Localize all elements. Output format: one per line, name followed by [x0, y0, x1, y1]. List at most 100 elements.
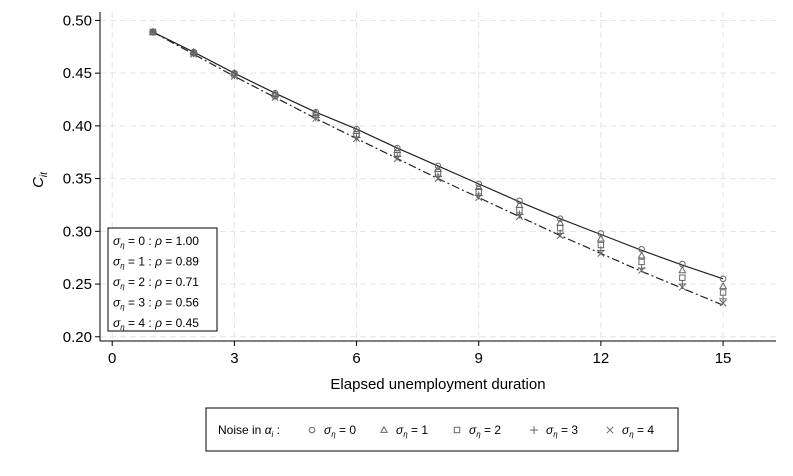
legend-entry-label: ση = 3	[546, 423, 578, 439]
y-axis-label: Cit	[30, 171, 50, 188]
sigma-value: = 0 :	[125, 234, 155, 248]
point-triangle	[719, 281, 728, 290]
rho-value: = 0.56	[162, 296, 199, 310]
rho-symbol: ρ	[154, 275, 162, 289]
legend-entry-value: = 0	[336, 423, 357, 437]
sigma-symbol: σ	[113, 316, 121, 330]
y-tick-label: 0.40	[63, 118, 92, 135]
x-tick-label: 6	[352, 350, 360, 367]
annotation-row: ση = 3 : ρ = 0.56	[113, 296, 199, 312]
eta-subscript: η	[476, 430, 481, 439]
eta-subscript: η	[120, 241, 125, 250]
point-circle	[556, 215, 564, 222]
point-cross	[719, 299, 727, 307]
point-circle	[434, 162, 442, 170]
sigma-value: = 2 :	[125, 275, 155, 289]
x-tick-label: 0	[108, 350, 116, 367]
sigma-value: = 1 :	[125, 255, 155, 269]
point-cross	[149, 28, 157, 36]
eta-subscript: η	[120, 282, 125, 291]
point-cross	[271, 93, 279, 101]
legend-frame	[205, 407, 679, 452]
rho-symbol: ρ	[154, 234, 162, 248]
rho-value: = 0.71	[162, 275, 199, 289]
sigma-symbol: σ	[113, 255, 121, 269]
point-cross	[230, 72, 238, 80]
point-triangle	[637, 251, 646, 259]
x-tick-label: 12	[593, 350, 610, 367]
x-tick-label: 15	[715, 350, 732, 367]
sigma-symbol: σ	[546, 423, 554, 437]
sigma-value: = 3 :	[125, 296, 155, 310]
rho-value: = 0.45	[162, 316, 199, 330]
legend-title: Noise in αi :	[218, 423, 280, 439]
point-cross	[475, 194, 483, 202]
annotation-row: ση = 2 : ρ = 0.71	[113, 275, 199, 291]
point-cross	[556, 231, 564, 240]
point-cross	[638, 266, 646, 274]
legend-entry-value: = 3	[558, 423, 579, 437]
rho-symbol: ρ	[154, 296, 162, 310]
point-plus	[230, 71, 239, 80]
annotation-row: ση = 1 : ρ = 0.89	[113, 255, 199, 271]
sigma-value: = 4 :	[125, 316, 155, 330]
point-cross	[434, 175, 442, 183]
y-tick-label: 0.30	[63, 223, 92, 240]
y-axis-label-sub: it	[39, 171, 50, 177]
point-plus	[352, 133, 361, 142]
annotation-frame	[107, 227, 218, 332]
y-tick-label: 0.45	[63, 65, 92, 82]
point-plus	[719, 294, 728, 303]
rho-symbol: ρ	[154, 316, 162, 330]
point-cross	[353, 134, 361, 143]
rho-value: = 1.00	[162, 234, 199, 248]
legend-marker-square	[453, 426, 461, 434]
legend-entry-label: ση = 0	[324, 423, 356, 439]
x-axis-label: Elapsed unemployment duration	[330, 376, 545, 393]
point-cross	[190, 50, 198, 58]
series-markers	[148, 27, 728, 307]
point-triangle	[433, 164, 443, 173]
legend-title-prefix: Noise in	[218, 423, 265, 437]
legend-title-var: α	[265, 423, 273, 437]
y-tick-label: 0.50	[63, 12, 92, 29]
point-cross	[678, 283, 686, 291]
point-circle	[719, 275, 727, 283]
legend-marker-cross	[606, 426, 614, 434]
y-tick-label: 0.25	[63, 276, 92, 293]
eta-subscript: η	[120, 262, 125, 271]
sigma-symbol: σ	[113, 296, 121, 310]
eta-subscript: η	[120, 323, 125, 332]
point-triangle	[678, 266, 687, 274]
legend-entry-value: = 1	[408, 423, 429, 437]
x-tick-label: 9	[475, 350, 483, 367]
point-cross	[515, 213, 523, 221]
legend-marker-circle	[308, 426, 316, 434]
legend-title-sub: i	[272, 430, 274, 439]
point-cross	[393, 155, 401, 163]
sigma-symbol: σ	[622, 423, 630, 437]
legend: Noise in αi : ση = 0 ση = 1 ση = 2 ση = 3 ση …	[205, 407, 679, 452]
rho-symbol: ρ	[154, 255, 162, 269]
legend-title-suffix: :	[273, 423, 280, 437]
eta-subscript: η	[629, 430, 634, 439]
x-tick-label: 3	[230, 350, 238, 367]
legend-entry-value: = 4	[634, 423, 655, 437]
legend-entry-value: = 2	[481, 423, 502, 437]
eta-subscript: η	[403, 430, 408, 439]
point-triangle	[474, 182, 483, 190]
point-circle	[475, 180, 483, 188]
point-cross	[597, 249, 605, 258]
eta-subscript: η	[331, 430, 336, 439]
y-tick-label: 0.35	[63, 171, 92, 188]
point-plus	[311, 113, 320, 122]
eta-subscript: η	[120, 303, 125, 312]
point-circle	[516, 197, 523, 205]
sigma-symbol: σ	[113, 275, 121, 289]
legend-marker-triangle	[379, 425, 389, 433]
annotation-row: ση = 4 : ρ = 0.45	[113, 316, 199, 332]
point-triangle	[596, 234, 605, 242]
point-plus	[189, 49, 198, 58]
point-plus	[271, 92, 280, 101]
